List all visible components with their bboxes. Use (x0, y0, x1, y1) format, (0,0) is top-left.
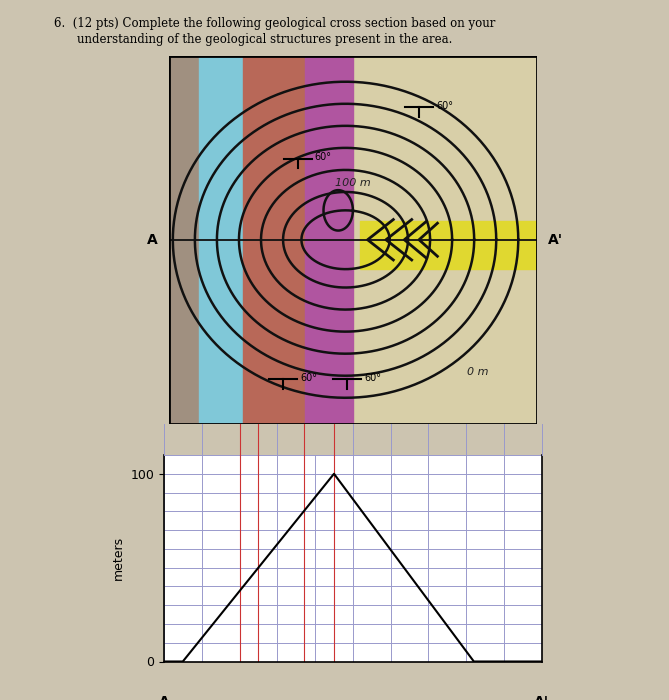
Text: A: A (147, 232, 158, 247)
Polygon shape (305, 56, 353, 424)
Text: 60°: 60° (314, 152, 332, 162)
Text: 60°: 60° (436, 101, 453, 111)
Polygon shape (360, 221, 537, 269)
Y-axis label: meters: meters (112, 536, 124, 580)
Text: A: A (159, 695, 169, 700)
Text: 60°: 60° (300, 372, 317, 383)
Text: understanding of the geological structures present in the area.: understanding of the geological structur… (77, 33, 452, 46)
Polygon shape (169, 56, 199, 424)
Text: 0 m: 0 m (467, 367, 488, 377)
Text: 6.  (12 pts) Complete the following geological cross section based on your: 6. (12 pts) Complete the following geolo… (54, 18, 495, 31)
Text: A': A' (548, 232, 563, 247)
Polygon shape (199, 56, 243, 424)
Polygon shape (243, 56, 305, 424)
Text: 60°: 60° (365, 372, 381, 383)
Text: 100 m: 100 m (334, 178, 370, 188)
Text: A': A' (535, 695, 549, 700)
